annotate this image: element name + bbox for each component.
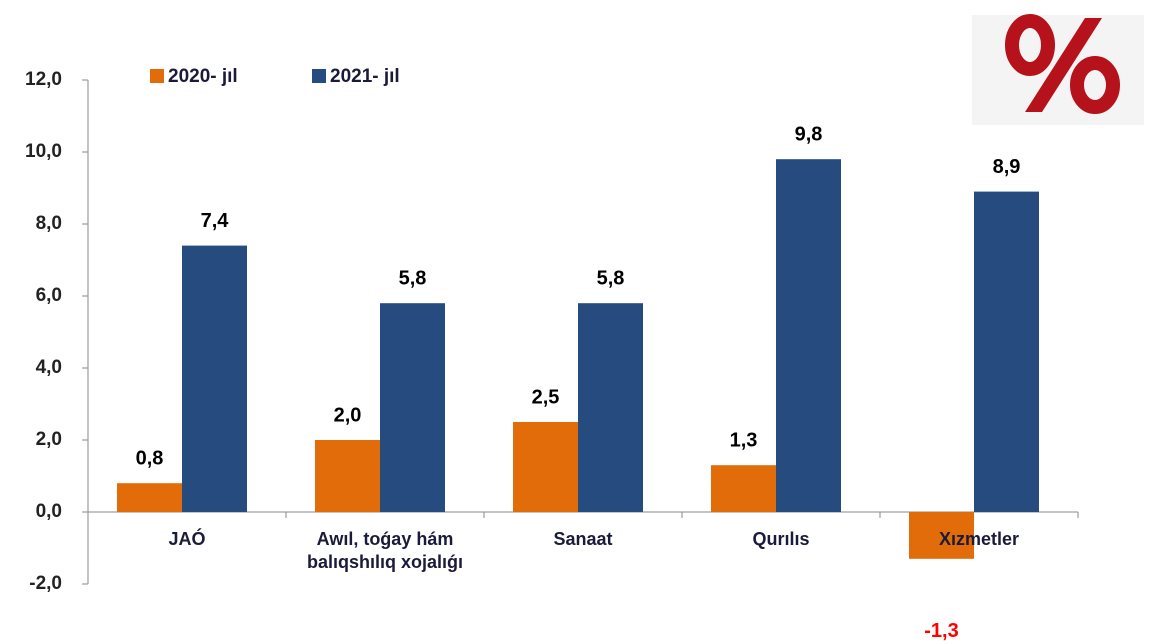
- legend-label: 2020- jıl: [168, 66, 238, 87]
- x-tick-label: Qurılıs: [752, 529, 810, 549]
- x-tick-label: Sanaat: [553, 529, 613, 549]
- y-tick-label: -2,0: [29, 573, 62, 594]
- y-tick-label: 6,0: [36, 285, 62, 306]
- value-label: -1,3: [924, 620, 958, 642]
- x-tick-label: Xızmetler: [938, 529, 1020, 549]
- value-label: 5,8: [399, 267, 427, 289]
- value-label: 5,8: [597, 267, 625, 289]
- y-tick-label: 4,0: [36, 357, 62, 378]
- value-label: 1,3: [730, 429, 758, 451]
- bar: [380, 303, 445, 512]
- y-tick-label: 8,0: [36, 213, 62, 234]
- value-label: 2,0: [334, 404, 362, 426]
- x-tick-label: Awıl, toǵay hám balıqshılıq xojalıǵı: [306, 529, 464, 572]
- value-label: 2,5: [532, 386, 560, 408]
- value-label: 9,8: [795, 123, 823, 145]
- value-label: 8,9: [993, 156, 1021, 178]
- y-tick-label: 2,0: [36, 429, 62, 450]
- legend-swatch: [312, 69, 326, 83]
- bar: [711, 465, 776, 512]
- value-label: 0,8: [136, 447, 164, 469]
- bar: [315, 440, 380, 512]
- legend-swatch: [150, 69, 164, 83]
- bar: [909, 512, 974, 559]
- value-label: 7,4: [201, 210, 230, 232]
- bar: [776, 159, 841, 512]
- bar: [513, 422, 578, 512]
- y-tick-label: 10,0: [25, 141, 62, 162]
- bar: [974, 191, 1039, 512]
- bar: [117, 483, 182, 512]
- x-tick-label: JAÓ: [168, 529, 206, 549]
- y-tick-label: 12,0: [25, 69, 62, 90]
- bar: [578, 303, 643, 512]
- bar: [182, 245, 247, 512]
- percent-icon: [972, 14, 1144, 125]
- y-tick-label: 0,0: [36, 501, 62, 522]
- legend-label: 2021- jıl: [330, 66, 400, 87]
